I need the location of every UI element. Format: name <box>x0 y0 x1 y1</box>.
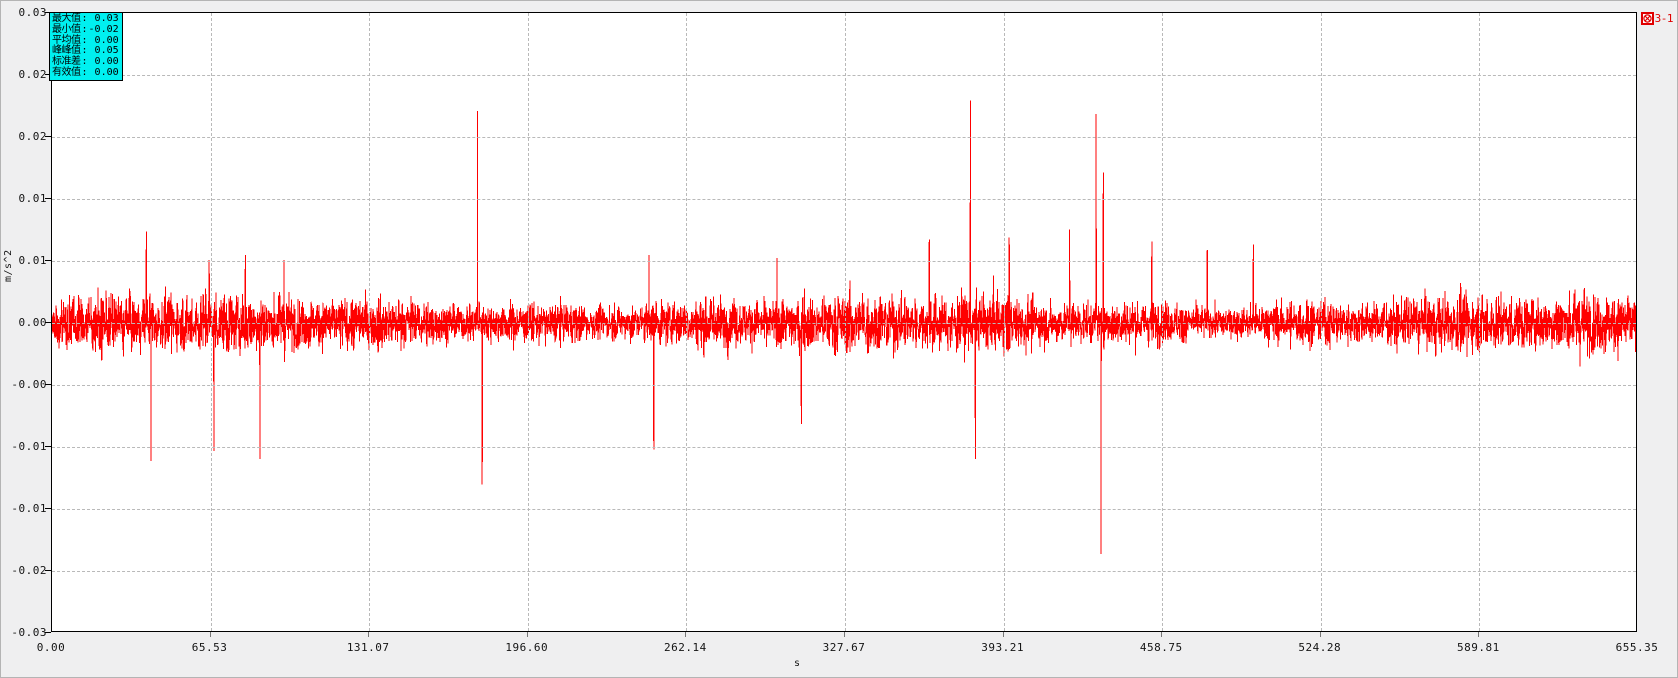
y-tick-mark <box>45 446 51 447</box>
x-tick-mark <box>1319 632 1321 637</box>
y-tick-label: 0.01 <box>18 192 47 205</box>
statistics-row: 峰峰值:0.05 <box>51 46 120 57</box>
statistics-table: 最大值:0.03 最小值: -0.02 平均值:0.00 峰峰值:0.05 标准差:0.0… <box>51 13 120 79</box>
statistics-row: 标准差:0.00 <box>51 56 120 68</box>
x-axis: s 0.00 65.53 131.07 196.60 262.14 327.67 393.2… <box>1 632 1678 678</box>
statistics-row: 最大值:0.03 <box>51 13 120 25</box>
y-tick-mark <box>45 74 51 75</box>
statistics-box: 最大值:0.03 最小值: -0.02 平均值:0.00 峰峰值:0.05 标准差:0.0… <box>49 12 123 81</box>
x-tick-label: 524.28 <box>1298 641 1342 654</box>
y-tick-label: -0.00 <box>11 378 47 391</box>
y-tick-label: -0.03 <box>11 626 47 639</box>
statistics-row: 有效值:0.00 <box>51 66 120 79</box>
y-tick-mark <box>45 570 51 571</box>
legend-marker-circled-x-icon[interactable] <box>1640 12 1654 25</box>
trace-path <box>52 100 1636 554</box>
statistics-separator: : <box>81 34 88 46</box>
y-tick-label: -0.01 <box>11 440 47 453</box>
y-tick-label: -0.01 <box>11 502 47 515</box>
x-tick-label: 327.67 <box>822 641 866 654</box>
x-tick-label: 131.07 <box>346 641 390 654</box>
statistics-label: 有效值 <box>52 66 81 78</box>
x-tick-label: 65.53 <box>191 641 228 654</box>
y-tick-label: 0.02 <box>18 130 47 143</box>
legend-item-label: 3-1 <box>1654 12 1674 25</box>
waveform-trace <box>52 100 1636 554</box>
statistics-label: 最大值 <box>52 13 81 24</box>
statistics-label: 平均值 <box>52 34 81 46</box>
statistics-separator: : <box>81 66 88 78</box>
x-tick-label: 393.21 <box>981 641 1024 654</box>
statistics-label: 最小值 <box>52 23 81 35</box>
y-tick-label: 0.01 <box>18 254 47 267</box>
x-tick-mark <box>1478 632 1480 637</box>
y-tick-mark <box>45 384 51 385</box>
x-tick-mark <box>209 632 211 637</box>
statistics-row: 平均值:0.00 <box>51 34 120 47</box>
y-tick-label: -0.02 <box>11 564 47 577</box>
y-tick-label: 0.03 <box>18 6 47 19</box>
x-tick-label: 458.75 <box>1139 641 1183 654</box>
statistics-value: 0.00 <box>94 56 119 68</box>
y-tick-mark <box>45 12 51 13</box>
y-tick-mark <box>45 198 51 199</box>
y-axis: m/s^2 0.03 0.02 0.02 0.01 0.01 0.00 -0.00 -0.01… <box>1 1 51 678</box>
statistics-value: 0.03 <box>94 13 119 24</box>
statistics-value: 0.00 <box>94 34 119 46</box>
x-tick-label: 0.00 <box>36 641 66 654</box>
x-tick-label: 262.14 <box>664 641 707 654</box>
y-tick-mark <box>45 322 51 323</box>
plot-area[interactable] <box>51 12 1637 632</box>
statistics-value: 0.05 <box>94 45 119 57</box>
statistics-separator: : <box>81 45 88 57</box>
statistics-separator: : <box>81 23 88 35</box>
x-tick-mark <box>526 632 528 637</box>
statistics-label: 标准差 <box>52 56 81 68</box>
x-axis-title: s <box>794 658 801 669</box>
x-tick-mark <box>368 632 370 637</box>
x-tick-label: 655.35 <box>1615 641 1659 654</box>
y-axis-title: m/s^2 <box>3 249 14 282</box>
y-tick-label: 0.02 <box>18 68 47 81</box>
x-tick-mark <box>685 632 687 637</box>
statistics-value: -0.02 <box>88 23 119 35</box>
x-tick-label: 196.60 <box>505 641 549 654</box>
x-tick-mark <box>1161 632 1163 637</box>
x-tick-mark <box>1002 632 1004 637</box>
statistics-label: 峰峰值 <box>52 45 81 57</box>
y-tick-mark <box>45 632 51 633</box>
y-tick-mark <box>45 508 51 509</box>
statistics-separator: : <box>81 13 88 24</box>
x-tick-label: 589.81 <box>1457 641 1500 654</box>
y-tick-mark <box>45 260 51 261</box>
y-tick-mark <box>45 136 51 137</box>
statistics-separator: : <box>81 56 88 68</box>
statistics-value: 0.00 <box>94 66 119 78</box>
legend[interactable]: 3-1 <box>1640 12 1674 25</box>
statistics-row: 最小值: -0.02 <box>51 23 120 36</box>
x-tick-mark <box>843 632 845 637</box>
y-tick-label: 0.00 <box>18 316 47 329</box>
